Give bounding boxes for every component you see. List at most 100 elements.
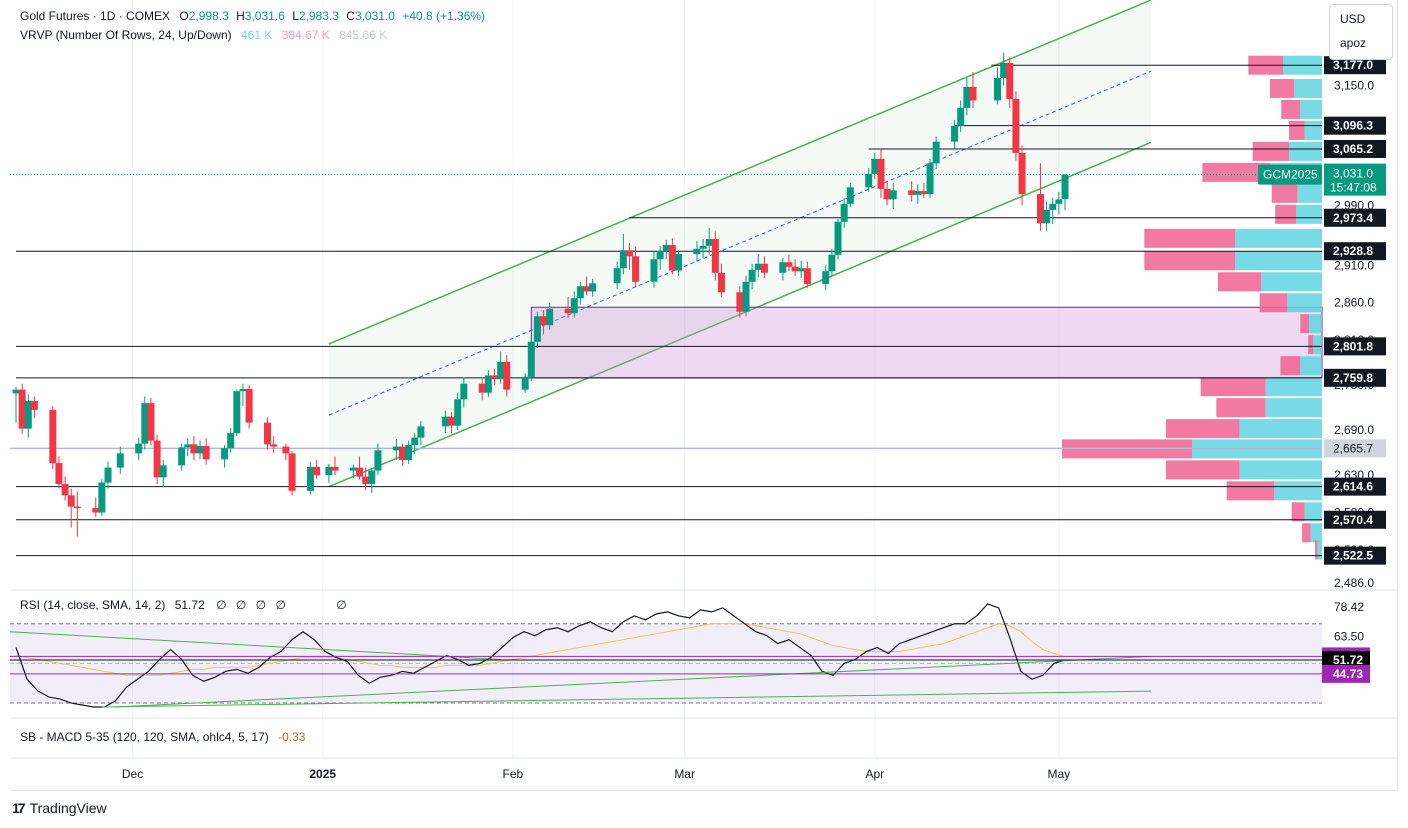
candle-body: [61, 484, 69, 496]
poc-badge: [1324, 439, 1386, 458]
time-axis-label: Apr: [865, 767, 884, 781]
volume-profile-up-bar: [1261, 272, 1322, 292]
candle-body: [1049, 203, 1057, 210]
candle-body: [349, 467, 357, 471]
candle-body: [49, 409, 57, 464]
price-axis-label: 2,690.0: [1334, 423, 1374, 437]
candle-body: [742, 281, 750, 312]
candle-body: [914, 191, 922, 195]
unit-label: apoz: [1340, 36, 1367, 50]
rsi-trendline: [101, 690, 1151, 708]
candle-body: [785, 262, 793, 267]
time-axis-label: May: [1048, 767, 1071, 781]
rsi-value: 51.72: [174, 598, 205, 612]
candle-body: [675, 254, 683, 271]
candle-body: [540, 316, 548, 326]
candle-body: [717, 272, 725, 293]
candle-body: [484, 375, 492, 393]
countdown-label: 15:47:08: [1330, 181, 1377, 195]
macd-title[interactable]: SB - MACD 5-35 (120, 120, SMA, ohlc4, 5,…: [20, 730, 269, 744]
time-axis-label: Dec: [122, 767, 143, 781]
candle-body: [411, 437, 419, 446]
candle-body: [196, 445, 204, 454]
level-badge: [1324, 242, 1386, 261]
candle-body: [632, 256, 640, 282]
channel-upper-line: [328, 0, 1152, 345]
macd-legend: SB - MACD 5-35 (120, 120, SMA, ohlc4, 5,…: [20, 730, 305, 744]
candle-body: [221, 448, 229, 460]
level-badge: [1324, 510, 1386, 529]
candle-body: [135, 443, 143, 454]
candle-body: [625, 250, 633, 257]
symbol-badge-label: GCM2025: [1263, 168, 1318, 182]
close-value: 3,031.0: [354, 9, 395, 23]
change-value: +40.8 (+1.36%): [402, 9, 486, 23]
price-axis-label: 2,860.0: [1334, 296, 1374, 310]
rsi-title[interactable]: RSI (14, close, SMA, 14, 2): [20, 598, 166, 612]
channel-fill: [328, 0, 1151, 487]
macd-value: -0.33: [278, 730, 306, 744]
candle-body: [834, 221, 842, 255]
vrvp-title[interactable]: VRVP (Number Of Rows, 24, Up/Down): [20, 28, 232, 42]
low-value: 2,983.3: [298, 9, 339, 23]
level-badge: [1324, 337, 1386, 356]
candle-body: [104, 467, 112, 483]
volume-profile-up-bar: [1265, 398, 1322, 418]
rsi-line: [15, 603, 1066, 708]
candle-body: [362, 476, 370, 485]
candle-body: [619, 250, 627, 269]
candle-body: [478, 383, 486, 393]
volume-profile-up-bar: [1310, 523, 1322, 543]
rsi-trendline: [9, 631, 501, 660]
candle-body: [306, 466, 314, 491]
volume-profile-down-bar: [1144, 251, 1236, 271]
candle-body: [877, 158, 885, 189]
tradingview-brand[interactable]: 17 TradingView: [12, 800, 107, 816]
open-label: O: [179, 9, 189, 23]
volume-profile-down-bar: [1166, 419, 1240, 439]
candle-body: [736, 292, 744, 312]
candle-body: [760, 263, 768, 273]
candle-body: [908, 190, 916, 195]
rsi-badge: [1322, 650, 1370, 669]
candle-body: [797, 268, 805, 272]
level-badge-label: 2,928.8: [1333, 244, 1373, 258]
candle-body: [969, 86, 977, 101]
candle-body: [570, 298, 578, 314]
volume-profile-down-bar: [1281, 99, 1301, 119]
volume-profile-down-bar: [1315, 540, 1318, 560]
volume-profile-up-bar: [1294, 78, 1322, 98]
candle-body: [18, 389, 26, 429]
candle-body: [650, 259, 658, 282]
candle-body: [754, 263, 762, 270]
volume-profile-up-bar: [1287, 293, 1322, 313]
last-price-label: 3,031.0: [1333, 167, 1373, 181]
level-badge: [1324, 208, 1386, 227]
candle-body: [98, 482, 106, 513]
candle-body: [711, 239, 719, 273]
candle-body: [398, 446, 406, 461]
volume-profile-down-bar: [1226, 481, 1275, 501]
time-axis-label: Feb: [503, 767, 524, 781]
candle-body: [576, 286, 584, 299]
candle-body: [932, 141, 940, 164]
currency-label: USD: [1340, 12, 1366, 26]
level-badge-label: 2,614.6: [1333, 480, 1373, 494]
candle-body: [521, 376, 529, 390]
candle-body: [313, 466, 321, 476]
currency-selector[interactable]: USD apoz: [1329, 4, 1393, 60]
candle-body: [73, 506, 81, 509]
vrvp-down-volume: 384.67 K: [281, 28, 330, 42]
poc-badge-label: 2,665.7: [1333, 441, 1373, 455]
volume-profile-up-bar: [1296, 204, 1322, 224]
symbol-title[interactable]: Gold Futures · 1D · COMEX: [20, 9, 171, 23]
candle-body: [527, 341, 535, 377]
candle-body: [497, 361, 505, 380]
volume-profile-up-bar: [1304, 120, 1322, 140]
candle-body: [699, 245, 707, 249]
rsi-badge-label: 51.72: [1333, 653, 1363, 667]
price-legend: Gold Futures · 1D · COMEX O2,998.3 H3,03…: [20, 9, 485, 23]
candle-body: [1000, 62, 1008, 78]
candle-body: [779, 262, 787, 273]
